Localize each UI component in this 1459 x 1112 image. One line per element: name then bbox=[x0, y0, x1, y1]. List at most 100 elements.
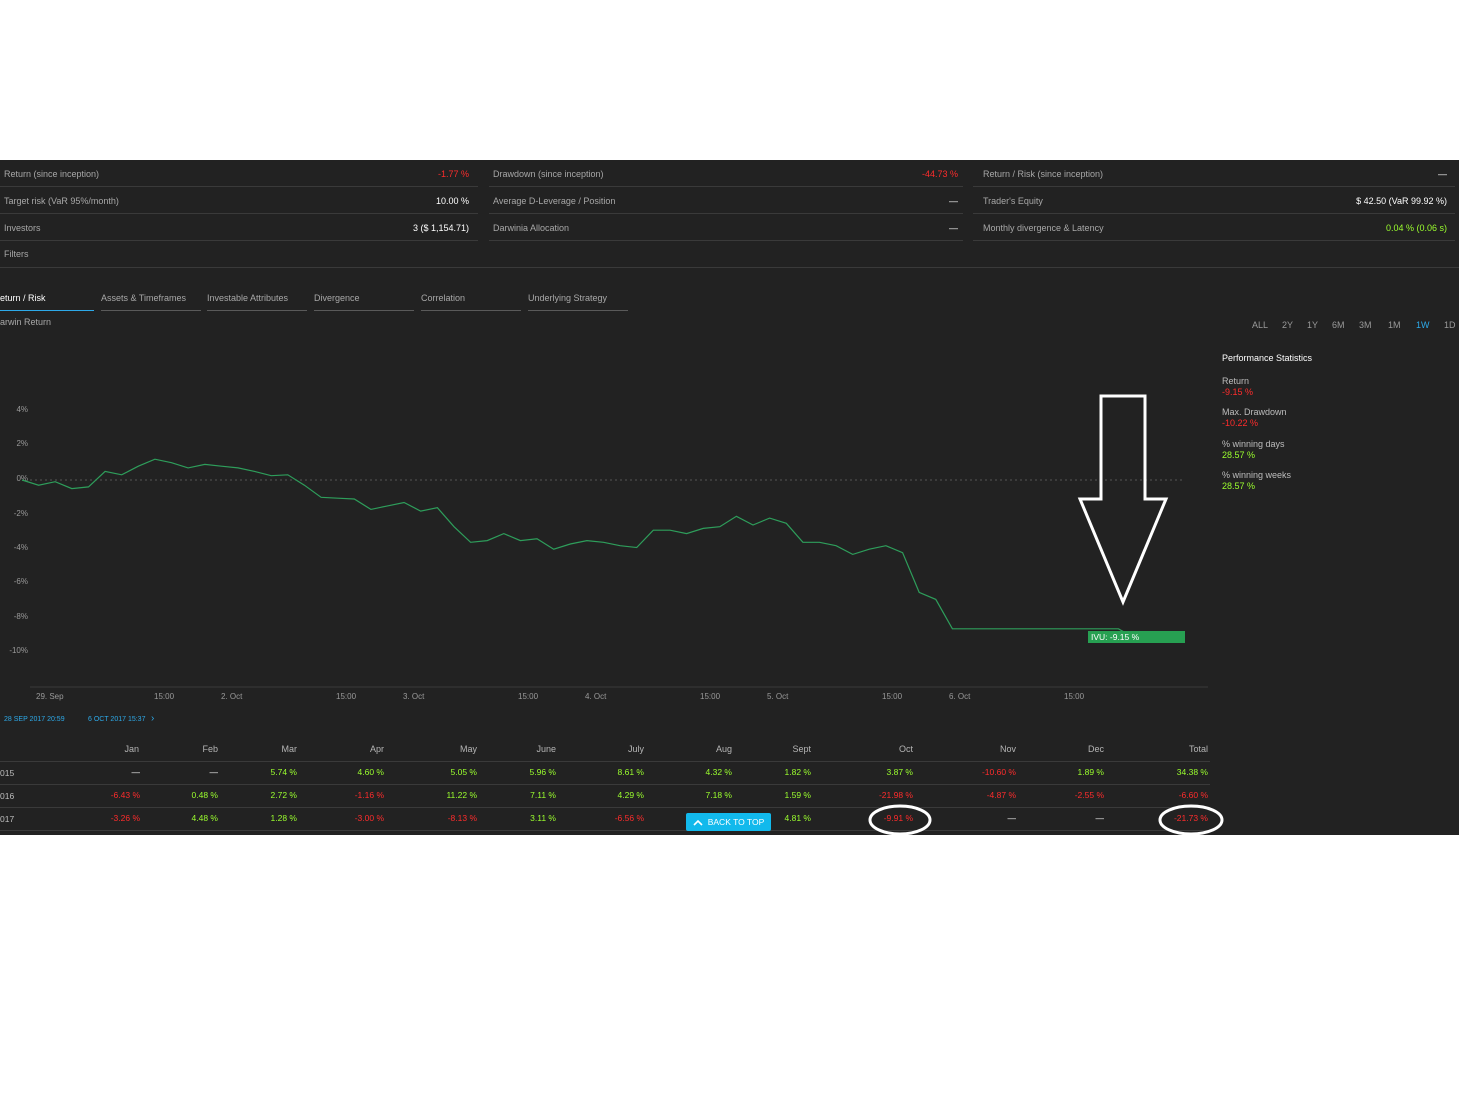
darwinia-value: — bbox=[949, 223, 958, 233]
y-tick: 4% bbox=[16, 405, 28, 414]
perf-drawdown-label: Max. Drawdown bbox=[1222, 407, 1287, 417]
timeframe-1m[interactable]: 1M bbox=[1388, 320, 1401, 330]
month-header: Feb bbox=[202, 744, 218, 754]
traders-equity-value: $ 42.50 (VaR 99.92 %) bbox=[1356, 196, 1447, 206]
divider bbox=[489, 213, 963, 214]
table-cell: — bbox=[131, 767, 141, 777]
filters-toggle[interactable]: Filters bbox=[4, 249, 29, 259]
month-header: July bbox=[627, 744, 644, 754]
return-label: Return (since inception) bbox=[4, 169, 100, 179]
month-header: Aug bbox=[715, 744, 732, 754]
divider bbox=[0, 761, 1210, 762]
x-tick: 15:00 bbox=[882, 692, 903, 701]
series-tag bbox=[1088, 631, 1185, 643]
month-header: Nov bbox=[999, 744, 1016, 754]
timeframe-3m[interactable]: 3M bbox=[1359, 320, 1372, 330]
perf-winning-weeks-value: 28.57 % bbox=[1222, 481, 1256, 491]
table-cell: 34.38 % bbox=[1176, 767, 1208, 777]
perf-drawdown-value: -10.22 % bbox=[1222, 418, 1259, 428]
table-cell: -9.91 % bbox=[883, 813, 913, 823]
x-tick: 15:00 bbox=[518, 692, 539, 701]
table-cell: -21.73 % bbox=[1173, 813, 1208, 823]
year-label: 015 bbox=[0, 768, 15, 778]
table-cell: — bbox=[209, 767, 219, 777]
x-tick: 15:00 bbox=[700, 692, 721, 701]
divider bbox=[489, 240, 963, 241]
year-label: 017 bbox=[0, 814, 15, 824]
table-cell: — bbox=[1007, 813, 1017, 823]
tab-divergence[interactable]: Divergence bbox=[314, 293, 414, 311]
table-cell: 4.60 % bbox=[357, 767, 384, 777]
table-cell: 5.96 % bbox=[529, 767, 556, 777]
table-cell: 7.18 % bbox=[705, 790, 732, 800]
divider bbox=[0, 784, 1210, 785]
back-to-top-button[interactable]: BACK TO TOP bbox=[686, 813, 771, 831]
table-cell: 4.29 % bbox=[617, 790, 644, 800]
timeframe-1y[interactable]: 1Y bbox=[1307, 320, 1319, 330]
darwinia-label: Darwinia Allocation bbox=[493, 223, 570, 233]
chevron-up-icon bbox=[693, 819, 703, 826]
table-cell: -8.13 % bbox=[447, 813, 477, 823]
table-cell: 1.59 % bbox=[784, 790, 811, 800]
divider bbox=[0, 830, 1210, 831]
month-header: Total bbox=[1188, 744, 1208, 754]
timeframe-1w[interactable]: 1W bbox=[1416, 320, 1430, 330]
month-header: Oct bbox=[898, 744, 913, 754]
range-start[interactable]: 28 SEP 2017 20:59 bbox=[4, 716, 65, 723]
perf-winning-days-label: % winning days bbox=[1222, 439, 1285, 449]
divergence-label: Monthly divergence & Latency bbox=[983, 223, 1104, 233]
traders-equity-label: Trader's Equity bbox=[983, 196, 1043, 206]
divider bbox=[973, 240, 1455, 241]
back-to-top-label: BACK TO TOP bbox=[707, 817, 765, 827]
range-end[interactable]: 6 OCT 2017 15:37 bbox=[88, 716, 146, 723]
series-tag-label: IVU: -9.15 % bbox=[1091, 632, 1140, 642]
x-tick: 29. Sep bbox=[36, 692, 64, 701]
table-cell: -4.87 % bbox=[986, 790, 1016, 800]
timeframe-all[interactable]: ALL bbox=[1252, 320, 1269, 330]
x-tick: 2. Oct bbox=[221, 692, 243, 701]
y-tick: 2% bbox=[16, 439, 28, 448]
tab-underlying-strategy[interactable]: Underlying Strategy bbox=[528, 293, 628, 311]
table-cell: 11.22 % bbox=[446, 790, 477, 800]
table-cell: 5.74 % bbox=[270, 767, 297, 777]
divider bbox=[0, 267, 1459, 268]
table-cell: 4.32 % bbox=[705, 767, 732, 777]
x-tick: 15:00 bbox=[154, 692, 175, 701]
chevron-right-icon[interactable]: › bbox=[151, 713, 155, 724]
y-tick: 0% bbox=[16, 474, 28, 483]
divider bbox=[0, 186, 478, 187]
tab-return-risk[interactable]: eturn / Risk bbox=[0, 293, 94, 311]
return-risk-label: Return / Risk (since inception) bbox=[983, 169, 1104, 179]
x-tick: 15:00 bbox=[1064, 692, 1085, 701]
timeframe-2y[interactable]: 2Y bbox=[1282, 320, 1294, 330]
month-header: Dec bbox=[1087, 744, 1104, 754]
tab-assets-timeframes[interactable]: Assets & Timeframes bbox=[101, 293, 201, 311]
divider bbox=[489, 186, 963, 187]
y-tick: -10% bbox=[9, 646, 28, 655]
timeframe-6m[interactable]: 6M bbox=[1332, 320, 1345, 330]
table-cell: -21.98 % bbox=[878, 790, 913, 800]
chart-title: arwin Return bbox=[0, 317, 52, 327]
month-header: Sept bbox=[792, 744, 811, 754]
x-tick: 6. Oct bbox=[949, 692, 971, 701]
year-label: 016 bbox=[0, 791, 15, 801]
table-cell: -2.55 % bbox=[1074, 790, 1104, 800]
table-cell: 1.89 % bbox=[1077, 767, 1104, 777]
perf-return-label: Return bbox=[1222, 376, 1250, 386]
x-tick: 3. Oct bbox=[403, 692, 425, 701]
tab-correlation[interactable]: Correlation bbox=[421, 293, 521, 311]
tab-investable-attributes[interactable]: Investable Attributes bbox=[207, 293, 307, 311]
table-cell: 3.87 % bbox=[886, 767, 913, 777]
timeframe-1d[interactable]: 1D bbox=[1444, 320, 1456, 330]
table-cell: 8.61 % bbox=[617, 767, 644, 777]
perf-winning-days-value: 28.57 % bbox=[1222, 450, 1256, 460]
table-cell: 3.11 % bbox=[530, 813, 556, 823]
month-header: May bbox=[459, 744, 477, 754]
y-tick: -2% bbox=[13, 509, 28, 518]
investors-label: Investors bbox=[4, 223, 41, 233]
x-tick: 15:00 bbox=[336, 692, 357, 701]
avg-dleverage-value: — bbox=[949, 196, 958, 206]
table-cell: -6.56 % bbox=[614, 813, 644, 823]
divergence-value: 0.04 % (0.06 s) bbox=[1385, 223, 1447, 233]
month-header: Mar bbox=[281, 744, 298, 754]
